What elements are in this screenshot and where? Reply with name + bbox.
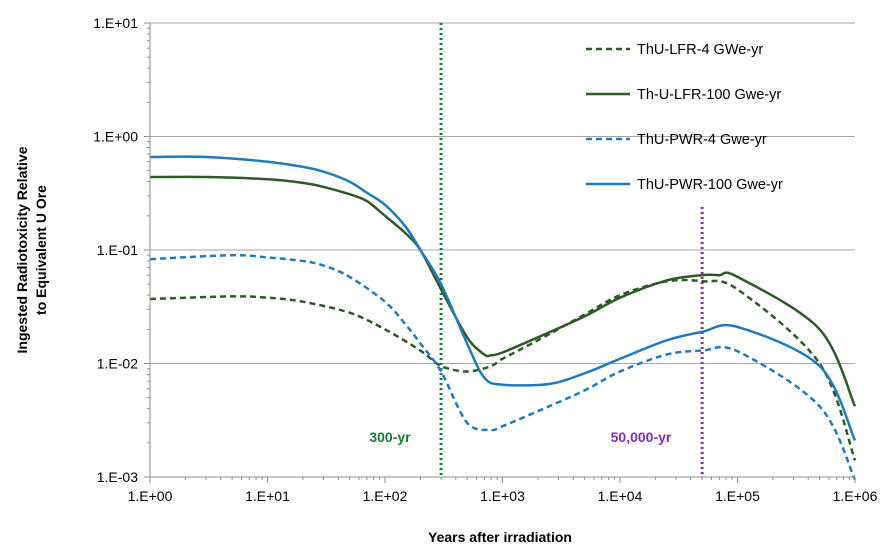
legend-label-0: ThU-LFR-4 GWe-yr [637,42,763,58]
annotations: 300-yr 50,000-yr [369,429,672,445]
x-tick-label-4: 1.E+04 [598,488,643,504]
legend-label-3: ThU-PWR-100 Gwe-yr [637,177,783,193]
x-tick-label-1: 1.E+01 [245,488,290,504]
y-tick-label-3: 1.E+00 [93,129,138,145]
annotation-label-0: 300-yr [369,429,411,445]
y-tick-label-2: 1.E-01 [97,242,138,258]
y-tick-label-4: 1.E+01 [93,15,138,31]
x-tick-label-2: 1.E+02 [363,488,408,504]
x-tick-label-3: 1.E+03 [480,488,525,504]
y-tick-label-0: 1.E-03 [97,469,138,485]
y-tick-label-1: 1.E-02 [97,356,138,372]
series-line-3 [149,155,857,441]
legend-label-2: ThU-PWR-4 Gwe-yr [637,132,767,148]
x-tick-labels: 1.E+00 1.E+01 1.E+02 1.E+03 1.E+04 1.E+05 1.E+… [128,488,878,504]
x-tick-label-6: 1.E+06 [833,488,878,504]
y-axis-title-line-2: to Equivalent U Ore [33,185,49,315]
series-lines [149,155,857,481]
axes [144,22,856,483]
y-axis-title-line-1: Ingested Radiotoxicity Relative [14,146,30,353]
series-line-0 [149,278,857,461]
legend-label-1: Th-U-LFR-100 Gwe-yr [637,87,781,103]
legend: ThU-LFR-4 GWe-yr Th-U-LFR-100 Gwe-yr ThU-P… [586,42,783,193]
x-axis-title: Years after irradiation [428,529,572,545]
annotation-label-1: 50,000-yr [611,429,672,445]
threshold-lines [439,23,704,477]
x-tick-label-5: 1.E+05 [715,488,760,504]
y-tick-labels: 1.E-03 1.E-02 1.E-01 1.E+00 1.E+01 [93,15,138,485]
series-line-1 [149,175,857,407]
y-axis-title: Ingested Radiotoxicity Relative to Equiv… [14,146,49,353]
x-tick-label-0: 1.E+00 [128,488,173,504]
series-line-2 [149,253,857,481]
